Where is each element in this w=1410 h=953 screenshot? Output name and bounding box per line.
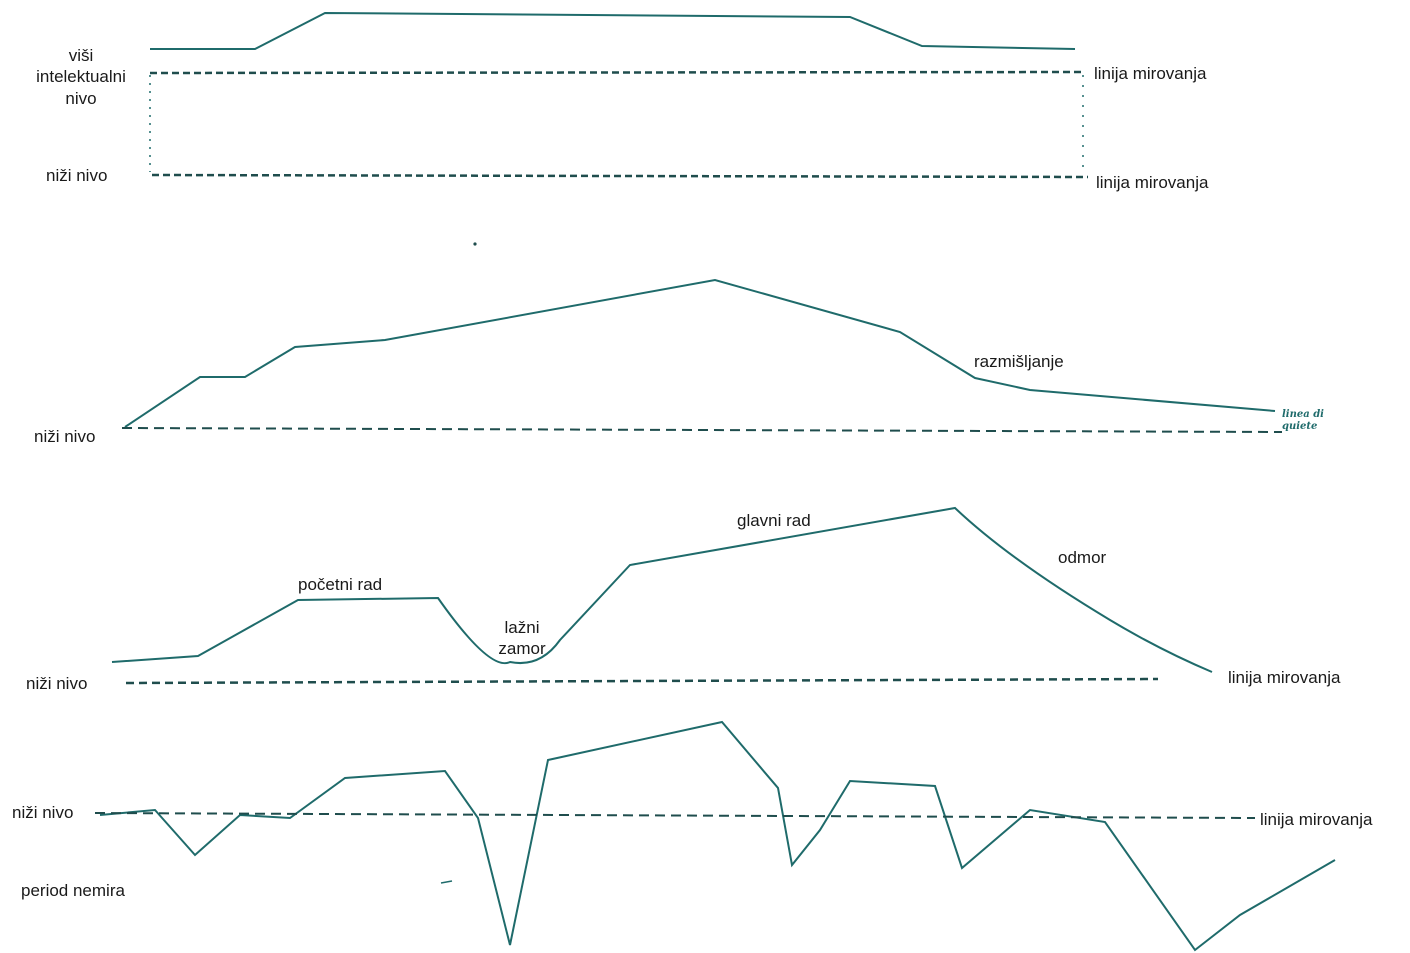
stray-dot	[473, 242, 477, 246]
panel4-rest-line-label: linija mirovanja	[1260, 810, 1373, 829]
panel1-rest-line-top-label: linija mirovanja	[1094, 64, 1207, 83]
main-work-label: glavni rad	[737, 511, 811, 530]
start-work-label: početni rad	[298, 575, 383, 594]
panel2-rest-line	[121, 427, 1283, 433]
panel1-lower-level-label: niži nivo	[46, 166, 108, 185]
upper-level-label: viši intelektualni nivo	[36, 46, 126, 108]
panel2-handwritten-note: linea di quiete	[1282, 409, 1324, 432]
panel1-rest-line-bottom-label: linija mirovanja	[1096, 173, 1209, 192]
panel4-curve	[99, 720, 1336, 952]
panel2-curve	[124, 278, 1276, 428]
panel3-rest-line-label: linija mirovanja	[1228, 668, 1341, 687]
false-fatigue-label: lažni zamor	[498, 618, 546, 659]
rest-label: odmor	[1058, 548, 1107, 567]
panel4-stray-mark	[440, 880, 453, 884]
panel3-lower-level-label: niži nivo	[26, 674, 88, 693]
panel3-rest-line	[125, 677, 1159, 685]
panel1-lower-rest-line	[151, 173, 1089, 179]
panel2-lower-level-label: niži nivo	[34, 427, 96, 446]
panel4-rest-line	[94, 812, 1256, 819]
panel4-lower-level-label: niži nivo	[12, 803, 74, 822]
panel3-curve	[111, 506, 1213, 673]
panel2-curve-label: razmišljanje	[974, 352, 1064, 371]
panel1-curve	[150, 11, 1076, 50]
restless-period-label: period nemira	[21, 881, 125, 900]
panel1-upper-rest-line	[149, 70, 1084, 75]
